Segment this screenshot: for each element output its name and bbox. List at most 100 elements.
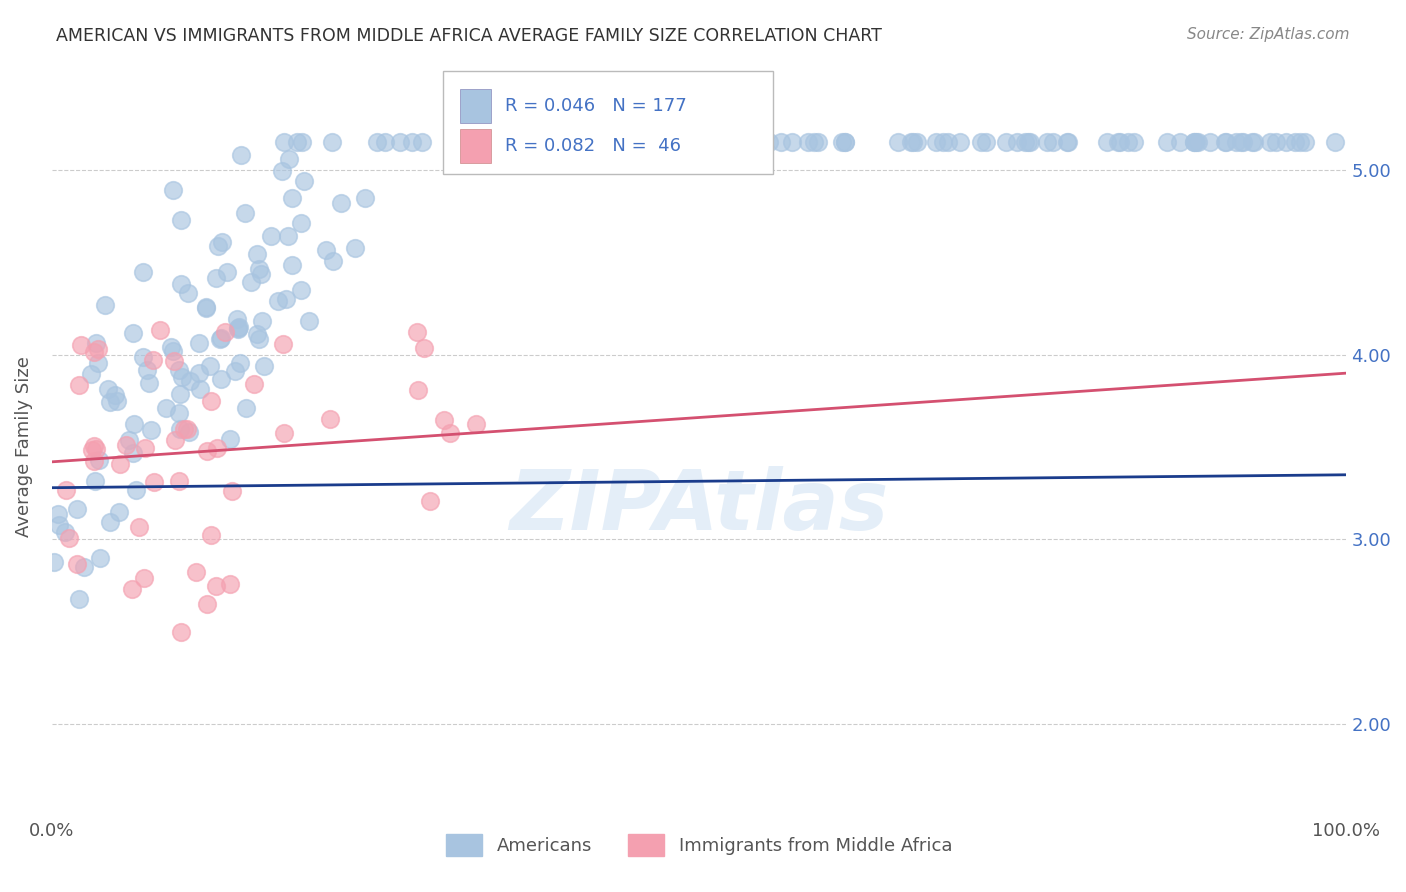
Point — [281, 258, 304, 272]
Legend: Americans, Immigrants from Middle Africa: Americans, Immigrants from Middle Africa — [439, 827, 959, 863]
Point — [100, 394, 122, 409]
Point — [413, 341, 436, 355]
Point — [1184, 135, 1206, 149]
Point — [87, 356, 110, 370]
Point — [1294, 135, 1316, 149]
Point — [170, 277, 193, 292]
Point — [229, 356, 252, 370]
Point — [159, 340, 181, 354]
Point — [89, 452, 111, 467]
Point — [901, 135, 924, 149]
Point — [83, 344, 105, 359]
Point — [686, 135, 709, 149]
Point — [121, 582, 143, 597]
Point — [330, 196, 353, 211]
Point — [167, 474, 190, 488]
Point — [321, 135, 343, 149]
Point — [125, 483, 148, 498]
Point — [84, 442, 107, 457]
Point — [831, 135, 853, 149]
Point — [132, 264, 155, 278]
Point — [107, 505, 129, 519]
Point — [447, 135, 470, 149]
Point — [668, 135, 690, 149]
Point — [281, 191, 304, 205]
Point — [215, 265, 238, 279]
Point — [388, 135, 411, 149]
Point — [676, 135, 699, 149]
Point — [170, 213, 193, 227]
Point — [195, 444, 218, 458]
Point — [169, 422, 191, 436]
Point — [285, 135, 308, 149]
Point — [135, 363, 157, 377]
Point — [925, 135, 948, 149]
Point — [728, 135, 751, 149]
Text: AMERICAN VS IMMIGRANTS FROM MIDDLE AFRICA AVERAGE FAMILY SIZE CORRELATION CHART: AMERICAN VS IMMIGRANTS FROM MIDDLE AFRIC… — [56, 27, 882, 45]
Point — [1007, 135, 1029, 149]
Text: R = 0.082   N =  46: R = 0.082 N = 46 — [505, 137, 681, 155]
Point — [55, 483, 77, 497]
Point — [730, 135, 752, 149]
Point — [1182, 135, 1205, 149]
Point — [1187, 135, 1209, 149]
Point — [115, 438, 138, 452]
Point — [502, 135, 524, 149]
Point — [1116, 135, 1139, 149]
Point — [205, 441, 228, 455]
Point — [214, 325, 236, 339]
Point — [218, 432, 240, 446]
Point — [46, 507, 69, 521]
Point — [253, 359, 276, 373]
Point — [471, 135, 494, 149]
Point — [974, 135, 997, 149]
Point — [1243, 135, 1265, 149]
Point — [714, 135, 737, 149]
Point — [574, 135, 596, 149]
Point — [292, 174, 315, 188]
Point — [274, 292, 297, 306]
Point — [366, 135, 388, 149]
Point — [1122, 135, 1144, 149]
Y-axis label: Average Family Size: Average Family Size — [15, 357, 32, 538]
Point — [58, 532, 80, 546]
Point — [89, 550, 111, 565]
Point — [245, 327, 267, 342]
Point — [200, 528, 222, 542]
Point — [138, 376, 160, 390]
Point — [900, 135, 922, 149]
Point — [1230, 135, 1253, 149]
Point — [104, 388, 127, 402]
Point — [84, 335, 107, 350]
Point — [1324, 135, 1347, 149]
Point — [205, 271, 228, 285]
Point — [97, 382, 120, 396]
Point — [87, 342, 110, 356]
Point — [260, 229, 283, 244]
Point — [1232, 135, 1254, 149]
Point — [419, 494, 441, 508]
Point — [209, 331, 232, 345]
Point — [571, 135, 593, 149]
Text: ZIPAtlas: ZIPAtlas — [509, 466, 889, 547]
Point — [277, 152, 299, 166]
Text: Source: ZipAtlas.com: Source: ZipAtlas.com — [1187, 27, 1350, 42]
Point — [228, 319, 250, 334]
Point — [176, 422, 198, 436]
Point — [84, 474, 107, 488]
Point — [1109, 135, 1132, 149]
Point — [406, 325, 429, 339]
Point — [93, 298, 115, 312]
Point — [343, 241, 366, 255]
Point — [167, 363, 190, 377]
Point — [807, 135, 830, 149]
Point — [290, 216, 312, 230]
Point — [319, 412, 342, 426]
Point — [605, 135, 627, 149]
Point — [200, 393, 222, 408]
Point — [149, 323, 172, 337]
Point — [1184, 135, 1206, 149]
Point — [1241, 135, 1264, 149]
Point — [266, 293, 288, 308]
Point — [401, 135, 423, 149]
